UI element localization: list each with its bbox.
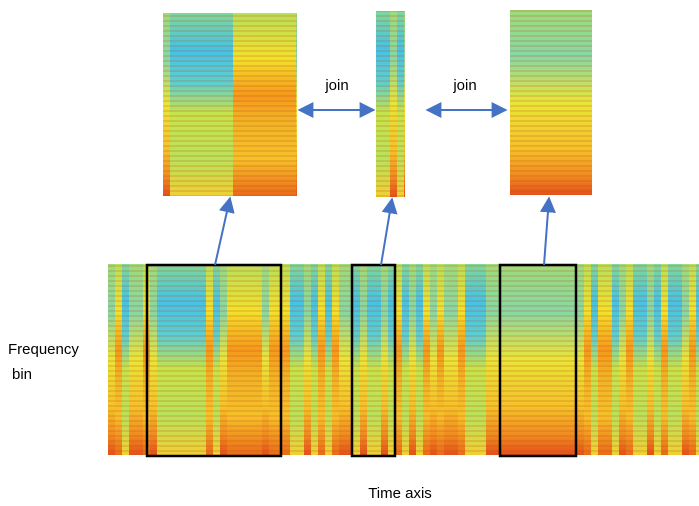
y-axis-label: Frequency xyxy=(8,341,79,358)
arrow xyxy=(539,196,556,266)
arrow xyxy=(380,197,398,266)
spectrogram-layer xyxy=(108,10,699,455)
y-axis-label: bin xyxy=(12,366,32,383)
arrows xyxy=(214,102,556,266)
spectrogram-texture xyxy=(108,264,699,455)
selection-box xyxy=(350,263,397,458)
selection-boxes xyxy=(145,263,578,458)
spectrogram-texture xyxy=(510,10,592,195)
join-label: join xyxy=(452,77,476,94)
selection-box xyxy=(498,263,578,458)
x-axis-label: Time axis xyxy=(368,485,432,502)
spectrogram-texture xyxy=(163,13,297,196)
spectrogram-texture xyxy=(376,11,405,197)
selection-box xyxy=(145,263,283,458)
join-label: join xyxy=(324,77,348,94)
arrow xyxy=(214,196,235,266)
